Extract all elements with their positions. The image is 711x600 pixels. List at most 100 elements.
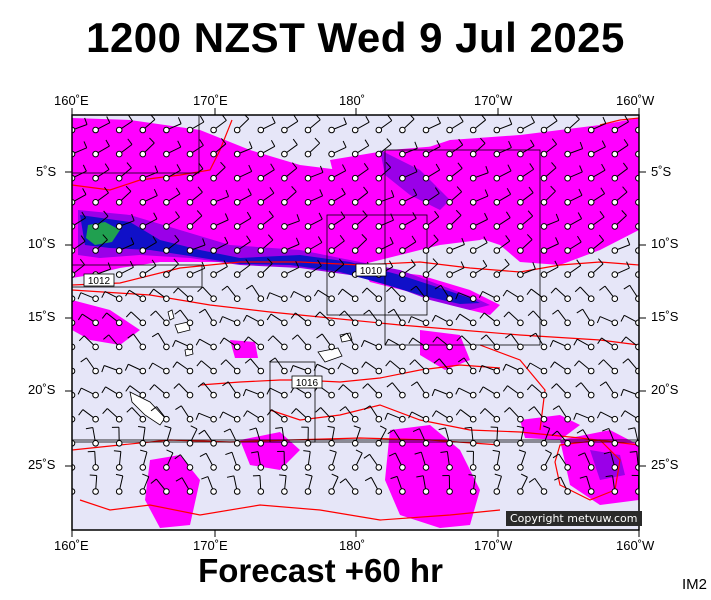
wind-barb	[233, 141, 253, 158]
wind-barb	[233, 235, 251, 254]
wind-barb	[446, 186, 463, 206]
wind-barb	[85, 427, 99, 447]
wind-barb	[115, 237, 135, 254]
wind-barb	[602, 428, 619, 447]
wind-barb	[328, 211, 346, 230]
wind-barb	[469, 236, 488, 254]
svg-text:1016: 1016	[296, 378, 319, 389]
wind-barb	[304, 165, 324, 182]
wind-barb	[219, 316, 241, 327]
wind-barb	[528, 477, 548, 495]
wind-barb	[540, 213, 560, 230]
lat-label-left-20s: 20˚S	[28, 382, 56, 397]
wind-barb	[219, 337, 241, 351]
wind-barb	[163, 140, 182, 158]
wind-barb	[399, 115, 415, 134]
wind-barb	[517, 234, 533, 254]
lat-label-left-15s: 15˚S	[28, 309, 56, 324]
wind-barb	[386, 382, 406, 399]
wind-barb	[196, 360, 217, 375]
wind-barb	[469, 165, 489, 182]
wind-barb	[480, 334, 501, 351]
wind-barb	[388, 452, 406, 471]
wind-barb	[554, 476, 571, 495]
wind-barb	[163, 164, 181, 182]
wind-barb	[576, 308, 595, 327]
island	[174, 321, 191, 334]
wind-barb	[139, 165, 159, 182]
wind-barb	[113, 450, 123, 471]
wind-barb	[502, 385, 524, 399]
wind-barb	[493, 164, 512, 182]
wind-barb	[89, 474, 99, 495]
wind-barb	[517, 139, 535, 158]
wind-barb	[337, 362, 359, 375]
wind-barb	[92, 210, 109, 230]
wind-barb	[587, 234, 605, 254]
wind-barb	[412, 428, 430, 447]
isobars	[72, 117, 639, 521]
isobar-label-1012: 1012	[83, 273, 115, 287]
wind-barb	[328, 473, 339, 495]
wind-barb	[390, 475, 406, 495]
lat-label-left-10s: 10˚S	[28, 236, 56, 251]
wind-barb	[139, 473, 150, 495]
wind-barb	[540, 185, 556, 206]
wind-barb	[517, 186, 534, 206]
wind-barb	[478, 290, 501, 303]
wind-barb	[458, 357, 477, 375]
wind-barb	[139, 212, 158, 230]
wind-barb	[479, 312, 501, 327]
wind-barb	[303, 450, 312, 471]
wind-barb	[576, 429, 595, 447]
wind-barb	[493, 473, 502, 495]
wind-barb	[172, 361, 194, 375]
wind-barb	[469, 259, 488, 278]
wind-barb	[446, 138, 464, 158]
wind-barb	[279, 474, 288, 495]
wind-barb	[549, 339, 571, 351]
wind-barb	[304, 212, 323, 230]
wind-barb	[540, 115, 558, 134]
wind-barb	[399, 188, 418, 206]
wind-barb	[363, 405, 383, 423]
wind-barb	[139, 236, 157, 254]
wind-barb	[422, 187, 440, 206]
lon-label-bottom-180: 180˚	[339, 538, 366, 553]
wind-barb	[115, 138, 133, 158]
wind-barb	[375, 425, 387, 447]
wind-barb	[517, 116, 535, 134]
wind-barb	[479, 408, 501, 423]
wind-barb	[281, 138, 298, 158]
region-box	[72, 264, 203, 288]
wind-barb	[587, 258, 604, 278]
wind-barb	[599, 381, 619, 399]
wind-barb	[198, 308, 217, 327]
wind-barb	[360, 339, 383, 351]
wind-barb	[422, 258, 439, 278]
lat-label-right-15s: 15˚S	[651, 309, 679, 324]
forecast-label: Forecast +60 hr	[198, 552, 443, 589]
wind-barb	[432, 336, 453, 351]
wind-barb	[361, 361, 383, 375]
wind-barb	[455, 313, 477, 327]
wind-barb	[564, 115, 580, 134]
wind-barb	[328, 140, 347, 158]
wind-barb	[77, 292, 99, 303]
wind-barb	[125, 385, 147, 399]
wind-barb	[504, 407, 524, 423]
wind-barb	[281, 115, 299, 134]
wind-barb	[210, 138, 227, 158]
wind-barb	[78, 409, 99, 423]
wind-barb	[627, 427, 639, 447]
wind-barb	[517, 163, 535, 182]
wind-barb	[338, 384, 359, 399]
wind-barb	[277, 450, 288, 471]
wind-barb	[611, 186, 628, 206]
wind-barb	[596, 411, 619, 423]
wind-barb	[163, 449, 174, 471]
wind-barb	[115, 213, 135, 230]
wind-barb	[540, 138, 558, 158]
wind-barb	[550, 361, 571, 375]
wind-barb	[387, 308, 406, 327]
